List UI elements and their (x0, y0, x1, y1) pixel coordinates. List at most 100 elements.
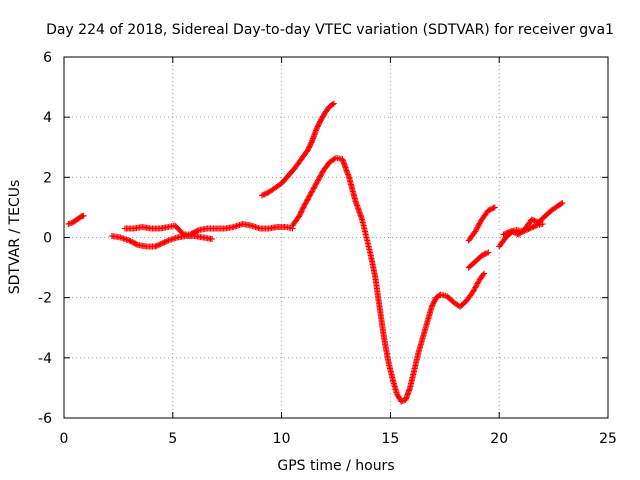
data-point (428, 303, 435, 310)
axis-ticks: 0 5 10 15 20 25 -6 -4 -2 0 2 4 6 (38, 50, 617, 447)
data-point (526, 225, 533, 232)
data-point (313, 126, 320, 133)
x-axis-label: GPS time / hours (277, 458, 394, 474)
data-point (314, 123, 321, 130)
data-point (487, 206, 494, 213)
data-point (344, 170, 351, 177)
data-point (491, 204, 498, 211)
data-point (314, 124, 320, 131)
data-point (152, 243, 159, 250)
data-point (306, 192, 313, 199)
data-point (472, 284, 479, 291)
data-point (298, 208, 305, 215)
data-point (525, 226, 532, 233)
data-point (308, 139, 315, 146)
data-point (153, 242, 160, 249)
data-point (505, 229, 512, 236)
data-point (530, 223, 537, 230)
data-point (559, 199, 566, 206)
data-point (133, 241, 140, 248)
data-point (480, 251, 487, 258)
data-point (317, 118, 324, 125)
data-point (524, 226, 531, 233)
data-point (318, 171, 325, 177)
data-point (297, 209, 304, 216)
data-point (296, 212, 303, 219)
data-point (309, 188, 316, 195)
data-point (156, 241, 163, 248)
data-point (306, 143, 313, 150)
data-point (475, 279, 482, 286)
data-point (316, 119, 323, 126)
data-point (480, 271, 487, 278)
data-point (194, 227, 201, 234)
data-point (473, 283, 479, 290)
data-point (80, 212, 87, 219)
data-point (303, 199, 310, 206)
data-point (531, 217, 538, 224)
data-point (304, 197, 310, 204)
data-point (300, 204, 307, 211)
data-point (485, 207, 492, 214)
y-tick-label: 4 (43, 110, 52, 126)
data-point (158, 240, 165, 247)
data-point (486, 206, 493, 213)
x-tick-label: 10 (273, 431, 291, 447)
data-point (312, 181, 319, 188)
data-point (478, 252, 485, 259)
data-point (162, 238, 169, 245)
y-tick-label: 0 (43, 231, 52, 247)
data-point (299, 205, 306, 212)
x-tick-label: 0 (60, 431, 69, 447)
x-tick-label: 5 (168, 431, 177, 447)
data-point (521, 227, 528, 234)
data-point (315, 176, 322, 183)
y-tick-label: 6 (43, 50, 52, 66)
data-point (306, 193, 313, 200)
data-point (209, 236, 215, 242)
data-point (261, 191, 268, 198)
data-point (297, 210, 304, 217)
data-point (481, 270, 487, 277)
data-point (531, 223, 538, 230)
data-point (329, 101, 336, 108)
data-point (482, 250, 489, 257)
data-point (522, 227, 529, 234)
data-point (430, 301, 436, 308)
data-point (520, 228, 527, 235)
data-point (262, 190, 269, 197)
data-point (490, 205, 497, 211)
data-point (330, 100, 337, 107)
data-point (529, 224, 536, 231)
data-point (470, 288, 477, 295)
data-point (307, 140, 314, 147)
data-point (475, 221, 482, 228)
x-tick-label: 15 (381, 431, 399, 447)
data-point (259, 192, 265, 199)
data-point (307, 142, 314, 149)
data-point (306, 144, 312, 151)
data-point (481, 251, 488, 258)
data-points (65, 100, 566, 405)
data-point (528, 216, 535, 223)
data-point (314, 177, 321, 184)
y-tick-label: -6 (38, 411, 52, 427)
data-point (317, 172, 324, 179)
y-tick-label: 2 (43, 170, 52, 186)
data-point (304, 147, 311, 154)
data-point (472, 228, 479, 235)
data-point (500, 231, 507, 238)
data-point (501, 230, 508, 237)
y-tick-label: -2 (38, 291, 52, 307)
data-point (160, 239, 167, 246)
data-point (164, 238, 171, 245)
y-axis-label: SDTVAR / TECUs (7, 180, 23, 295)
data-point (179, 230, 186, 237)
data-point (429, 302, 436, 309)
data-point (528, 224, 534, 231)
data-point (489, 205, 496, 212)
data-point (530, 217, 537, 224)
data-point (473, 227, 479, 234)
data-point (475, 223, 482, 230)
